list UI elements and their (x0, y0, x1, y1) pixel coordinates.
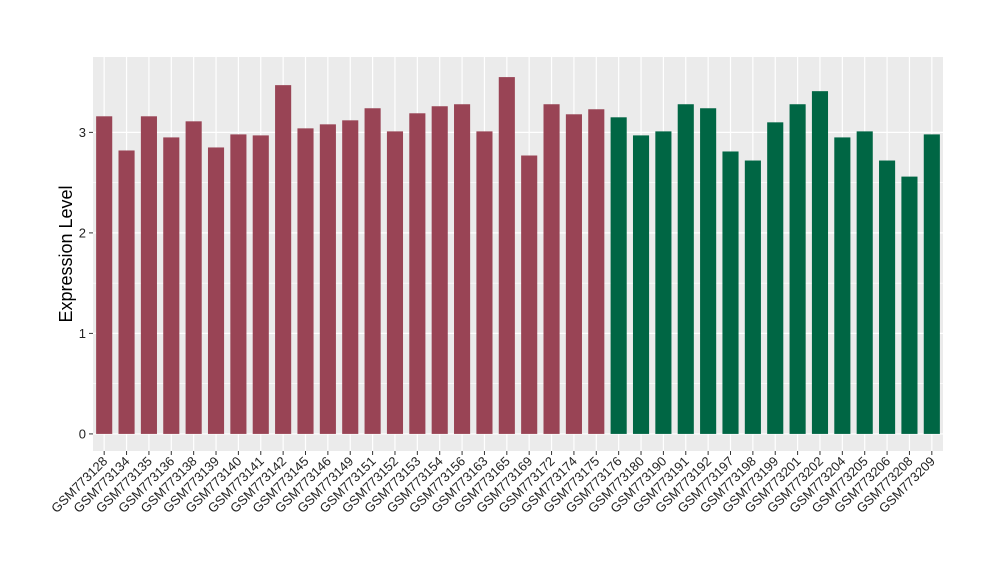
y-axis: 0 1 2 3 (79, 125, 93, 441)
bar-GSM773140 (230, 134, 247, 434)
bar-GSM773134 (118, 150, 135, 434)
bar-GSM773145 (297, 128, 314, 434)
y-tick-label: 2 (79, 225, 86, 240)
bar-GSM773149 (342, 120, 359, 434)
bar-GSM773209 (923, 134, 940, 434)
y-tick-label: 1 (79, 326, 86, 341)
x-axis: GSM773128GSM773134GSM773135GSM773136GSM7… (48, 451, 938, 516)
bar-GSM773153 (409, 113, 426, 434)
bar-GSM773139 (207, 147, 225, 434)
bar-GSM773165 (498, 77, 515, 434)
bar-GSM773156 (454, 104, 471, 434)
bar-GSM773151 (364, 108, 381, 434)
bar-GSM773198 (744, 160, 761, 434)
bar-GSM773180 (632, 135, 650, 434)
bar-GSM773128 (96, 116, 113, 434)
bar-GSM773169 (521, 155, 538, 434)
y-axis-title: Expression Level (56, 185, 76, 322)
bar-GSM773152 (386, 131, 404, 434)
bar-GSM773174 (565, 114, 582, 434)
bar-GSM773136 (163, 137, 180, 434)
bar-GSM773146 (319, 124, 336, 434)
bar-series (96, 77, 940, 434)
bar-GSM773163 (476, 131, 493, 434)
bar-GSM773201 (789, 104, 806, 434)
y-tick-label: 3 (79, 125, 86, 140)
bar-GSM773141 (252, 135, 269, 434)
bar-GSM773199 (767, 122, 784, 434)
bar-GSM773197 (722, 151, 739, 434)
bar-GSM773191 (677, 104, 694, 434)
bar-GSM773138 (185, 121, 202, 434)
bar-GSM773202 (811, 91, 829, 434)
bar-GSM773208 (901, 176, 918, 434)
bar-GSM773190 (655, 131, 672, 434)
bar-GSM773206 (879, 160, 896, 434)
y-tick-label: 0 (79, 426, 86, 441)
bar-GSM773205 (856, 131, 873, 434)
bar-GSM773176 (610, 117, 627, 434)
bar-GSM773192 (700, 108, 717, 434)
bar-GSM773172 (543, 104, 560, 434)
bar-GSM773175 (588, 109, 605, 434)
bar-GSM773204 (834, 137, 851, 434)
bar-GSM773135 (140, 116, 157, 434)
bar-GSM773142 (275, 85, 292, 434)
bar-GSM773154 (431, 106, 448, 434)
